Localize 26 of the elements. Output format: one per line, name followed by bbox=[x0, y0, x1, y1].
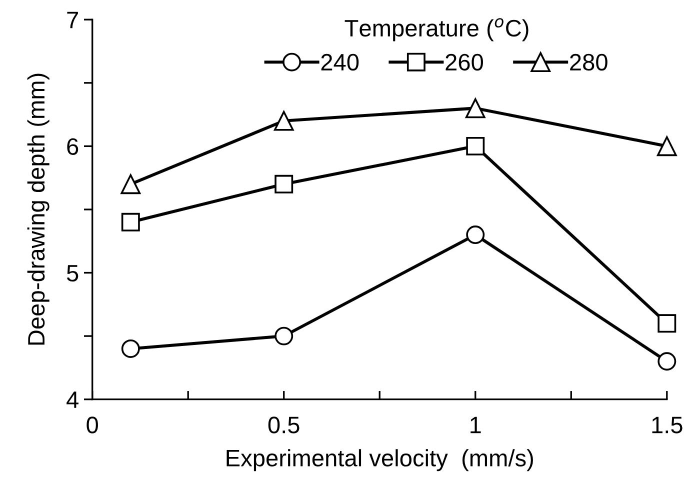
point bbox=[658, 314, 676, 333]
point bbox=[274, 110, 294, 131]
x-tick-label: 0 bbox=[86, 416, 98, 434]
y-axis-title: Deep-drawing depth (mm) bbox=[27, 74, 50, 345]
point bbox=[121, 212, 140, 232]
point bbox=[120, 174, 141, 194]
x-tick-label: 1 bbox=[470, 416, 481, 434]
legend-label: 240 bbox=[321, 54, 359, 71]
x-tick-label: 0.5 bbox=[268, 416, 300, 434]
point bbox=[656, 136, 677, 156]
point bbox=[466, 226, 485, 244]
point bbox=[121, 339, 140, 358]
y-tick-label: 4 bbox=[66, 392, 78, 408]
point bbox=[466, 136, 485, 156]
point bbox=[658, 352, 676, 371]
point bbox=[465, 98, 486, 118]
legend-label: 260 bbox=[446, 54, 484, 71]
legend-label: 280 bbox=[570, 54, 608, 71]
point bbox=[274, 326, 294, 346]
legend-title: Temperature ($^{o}$C) bbox=[344, 18, 528, 42]
y-tick-label: 5 bbox=[66, 265, 78, 282]
y-tick-label: 6 bbox=[67, 138, 78, 155]
y-tick-label: 7 bbox=[67, 12, 78, 28]
point bbox=[274, 174, 294, 194]
x-axis-title: Experimental velocity (mm/s) bbox=[226, 449, 533, 472]
x-tick-label: 1.5 bbox=[652, 416, 682, 434]
